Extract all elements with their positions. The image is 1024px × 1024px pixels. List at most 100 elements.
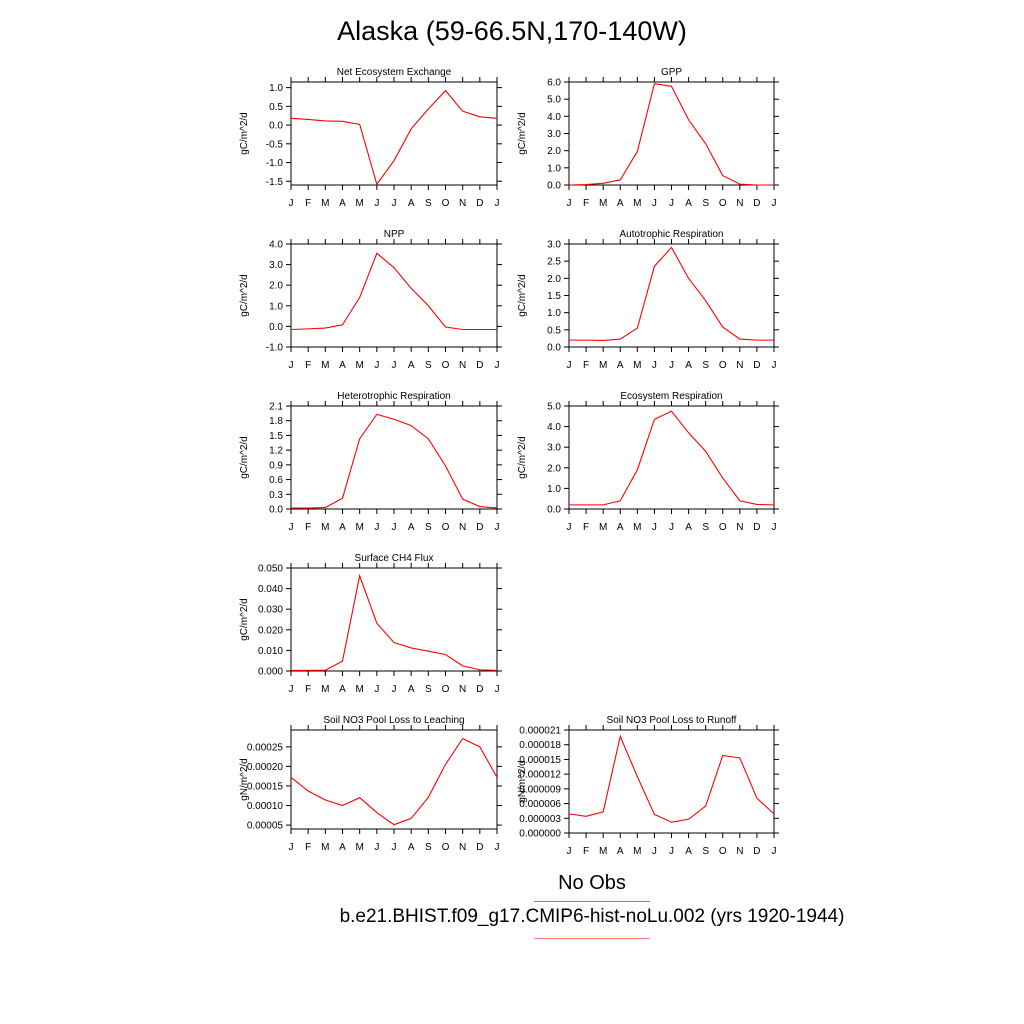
x-tick-label: O bbox=[719, 360, 727, 371]
x-tick-label: J bbox=[495, 198, 500, 209]
y-tick-label: 0.0 bbox=[547, 181, 561, 192]
y-tick-label: 0.050 bbox=[258, 564, 283, 575]
x-tick-label: M bbox=[321, 522, 329, 533]
x-tick-label: M bbox=[355, 842, 363, 853]
x-tick-label: J bbox=[669, 846, 674, 857]
x-tick-label: A bbox=[339, 198, 346, 209]
x-tick-label: F bbox=[583, 360, 589, 371]
x-tick-label: J bbox=[567, 522, 572, 533]
x-tick-label: N bbox=[459, 842, 466, 853]
legend-obs-line bbox=[534, 901, 650, 902]
x-tick-label: A bbox=[617, 846, 624, 857]
y-tick-label: 2.5 bbox=[547, 257, 561, 268]
x-tick-label: N bbox=[736, 846, 743, 857]
y-axis-label: gC/m^2/d bbox=[517, 274, 528, 317]
x-tick-label: A bbox=[408, 522, 415, 533]
x-tick-label: M bbox=[321, 684, 329, 695]
panel-4: Autotrophic Respiration 0.0 0.5 1.0 1.5 2.0 2.… bbox=[517, 229, 779, 371]
figure-title: Alaska (59-66.5N,170-140W) bbox=[337, 16, 687, 46]
x-tick-label: N bbox=[459, 522, 466, 533]
x-tick-label: F bbox=[305, 842, 311, 853]
y-tick-label: 1.8 bbox=[269, 416, 283, 427]
y-tick-label: 1.0 bbox=[269, 301, 283, 312]
series-line bbox=[569, 410, 775, 506]
x-tick-label: J bbox=[289, 198, 294, 209]
x-tick-label: J bbox=[669, 360, 674, 371]
x-tick-label: D bbox=[753, 846, 760, 857]
x-tick-label: F bbox=[305, 198, 311, 209]
x-tick-label: S bbox=[702, 846, 709, 857]
x-tick-label: D bbox=[753, 360, 760, 371]
x-tick-label: S bbox=[425, 360, 432, 371]
x-tick-label: J bbox=[392, 522, 397, 533]
panel-title: Soil NO3 Pool Loss to Runoff bbox=[607, 715, 737, 726]
x-tick-label: M bbox=[599, 198, 607, 209]
y-axis-label: gN/m^2/d bbox=[239, 758, 250, 801]
y-tick-label: 4.0 bbox=[269, 240, 283, 251]
x-tick-label: A bbox=[617, 522, 624, 533]
y-tick-label: 1.0 bbox=[547, 484, 561, 495]
panel-title: Soil NO3 Pool Loss to Leaching bbox=[323, 715, 464, 726]
x-tick-label: D bbox=[476, 684, 483, 695]
x-tick-label: O bbox=[442, 198, 450, 209]
y-tick-label: 0.6 bbox=[269, 475, 283, 486]
x-tick-label: A bbox=[685, 522, 692, 533]
x-tick-label: J bbox=[567, 360, 572, 371]
x-tick-label: D bbox=[753, 198, 760, 209]
y-axis-label: gC/m^2/d bbox=[239, 274, 250, 317]
panel-1: Net Ecosystem Exchange -1.5 -1.0 -0.5 0.0 0.5… bbox=[239, 67, 502, 209]
panel-7: Surface CH4 Flux 0.000 0.010 0.020 0.030 0.04… bbox=[239, 553, 502, 695]
y-tick-label: 0.000015 bbox=[519, 755, 561, 766]
x-tick-label: D bbox=[753, 522, 760, 533]
y-tick-label: 0.0 bbox=[269, 505, 283, 516]
y-tick-label: 3.0 bbox=[547, 240, 561, 251]
plot-frame bbox=[290, 243, 498, 348]
x-tick-label: S bbox=[425, 684, 432, 695]
x-tick-label: D bbox=[476, 360, 483, 371]
series-line bbox=[568, 83, 774, 186]
x-tick-label: J bbox=[374, 360, 379, 371]
x-tick-label: J bbox=[495, 522, 500, 533]
x-tick-label: S bbox=[425, 842, 432, 853]
y-tick-label: 4.0 bbox=[547, 422, 561, 433]
x-tick-label: J bbox=[289, 684, 294, 695]
y-tick-label: 0.00015 bbox=[247, 781, 284, 792]
y-tick-label: 0.3 bbox=[269, 490, 283, 501]
y-tick-label: 0.000003 bbox=[519, 814, 561, 825]
y-tick-label: 2.0 bbox=[547, 463, 561, 474]
y-tick-label: 1.5 bbox=[269, 431, 283, 442]
x-tick-label: M bbox=[633, 846, 641, 857]
x-tick-label: J bbox=[392, 842, 397, 853]
x-tick-label: J bbox=[392, 684, 397, 695]
legend-model-label: b.e21.BHIST.f09_g17.CMIP6-hist-noLu.002 … bbox=[339, 906, 845, 927]
y-tick-label: 2.0 bbox=[547, 146, 561, 157]
x-tick-label: A bbox=[408, 842, 415, 853]
x-tick-label: O bbox=[442, 684, 450, 695]
x-tick-label: J bbox=[495, 360, 500, 371]
x-tick-label: J bbox=[669, 522, 674, 533]
y-tick-label: 3.0 bbox=[547, 129, 561, 140]
panel-5: Heterotrophic Respiration 0.0 0.3 0.6 0.9 1.2… bbox=[239, 391, 502, 533]
panel-6: Ecosystem Respiration 0.0 1.0 2.0 3.0 4.0 5.0 J… bbox=[517, 391, 779, 533]
x-tick-label: A bbox=[339, 684, 346, 695]
x-tick-label: O bbox=[719, 846, 727, 857]
x-tick-label: J bbox=[652, 198, 657, 209]
x-tick-label: J bbox=[495, 842, 500, 853]
y-tick-label: 5.0 bbox=[547, 95, 561, 106]
x-tick-label: S bbox=[702, 198, 709, 209]
x-tick-label: J bbox=[374, 522, 379, 533]
series-line bbox=[291, 573, 498, 671]
panel-title: Heterotrophic Respiration bbox=[337, 391, 450, 402]
x-tick-label: M bbox=[599, 846, 607, 857]
y-tick-label: 2.0 bbox=[269, 281, 283, 292]
panel-title: Surface CH4 Flux bbox=[355, 553, 434, 564]
panel-title: GPP bbox=[661, 67, 682, 78]
x-tick-label: J bbox=[772, 522, 777, 533]
x-tick-label: S bbox=[425, 198, 432, 209]
x-tick-label: F bbox=[583, 198, 589, 209]
x-tick-label: J bbox=[374, 198, 379, 209]
series-line bbox=[290, 89, 498, 186]
y-tick-label: 1.0 bbox=[547, 308, 561, 319]
